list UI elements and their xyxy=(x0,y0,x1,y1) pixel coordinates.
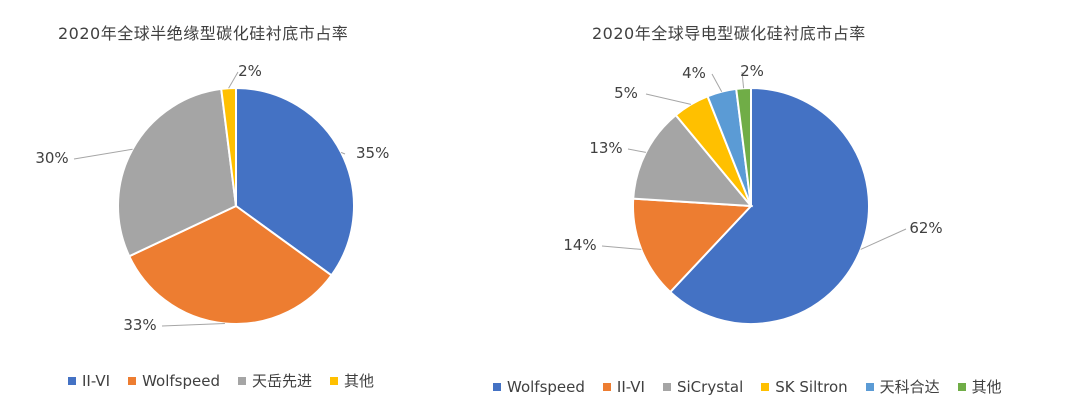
leader-line xyxy=(711,73,723,92)
leader-line xyxy=(741,71,745,89)
data-label: 30% xyxy=(35,149,68,167)
legend-label: SK Siltron xyxy=(775,377,848,396)
legend-item: II-VI xyxy=(68,372,110,390)
data-label: 13% xyxy=(589,139,622,157)
legend-swatch xyxy=(957,382,966,391)
legend-item: 天岳先进 xyxy=(237,370,312,391)
pie-slice xyxy=(220,86,237,207)
leader-line xyxy=(860,228,907,250)
legend-item: SiCrystal xyxy=(662,377,744,396)
legend-swatch xyxy=(68,376,76,385)
pie-slice xyxy=(235,86,355,277)
legend-label: SiCrystal xyxy=(676,377,744,396)
legend-label: Wolfspeed xyxy=(507,377,585,396)
legend-swatch xyxy=(602,382,611,391)
legend-label: 天岳先进 xyxy=(251,372,312,390)
data-label: 33% xyxy=(123,316,156,334)
leader-line xyxy=(601,245,642,250)
pie-slice xyxy=(632,197,754,294)
data-label: 2% xyxy=(238,62,262,80)
legend-label: 其他 xyxy=(971,378,1002,396)
legend-swatch xyxy=(662,382,671,391)
legend-conductive: Wolfspeed II-VI SiCrystal SK Siltron 天科合达 其他 xyxy=(493,376,1020,397)
legend-swatch xyxy=(128,376,137,385)
legend-label: 天科合达 xyxy=(879,378,940,396)
pie-chart-semi-insulating: 35% 33% 30% 2% xyxy=(35,62,389,334)
legend-semi-insulating: II-VI Wolfspeed 天岳先进 其他 xyxy=(68,370,392,391)
legend-item: Wolfspeed xyxy=(128,372,220,390)
legend-item: 其他 xyxy=(330,370,374,391)
legend-swatch xyxy=(761,382,770,391)
legend-item: 天科合达 xyxy=(865,376,940,397)
legend-swatch xyxy=(493,382,501,391)
leader-line xyxy=(161,323,225,327)
legend-label: Wolfspeed xyxy=(142,371,220,390)
legend-item: II-VI xyxy=(602,377,645,396)
legend-label: II-VI xyxy=(616,377,645,396)
data-label: 14% xyxy=(563,236,596,254)
legend-swatch xyxy=(865,382,874,391)
leader-line xyxy=(340,151,346,155)
pie-slice xyxy=(632,113,754,208)
legend-label: II-VI xyxy=(82,371,111,390)
legend-item: Wolfspeed xyxy=(493,378,585,396)
pie-slice xyxy=(117,87,238,258)
leader-line xyxy=(627,148,646,153)
leader-line xyxy=(645,93,692,105)
data-label: 62% xyxy=(909,219,942,237)
chart-title-semi-insulating: 2020年全球半绝缘型碳化硅衬底市占率 xyxy=(58,24,349,43)
data-label: 4% xyxy=(682,64,706,82)
data-label: 5% xyxy=(614,84,638,102)
chart-title-conductive: 2020年全球导电型碳化硅衬底市占率 xyxy=(592,24,866,43)
legend-swatch xyxy=(330,376,338,385)
legend-item: SK Siltron xyxy=(761,377,848,396)
legend-swatch xyxy=(237,376,246,385)
leader-line xyxy=(228,71,239,89)
pie-slice xyxy=(668,86,870,325)
pie-slice xyxy=(674,94,752,207)
legend-item: 其他 xyxy=(957,376,1002,397)
data-label: 2% xyxy=(740,62,764,80)
legend-label: 其他 xyxy=(344,372,375,390)
data-label: 35% xyxy=(356,144,389,162)
leader-line xyxy=(73,148,133,160)
pie-slice xyxy=(706,87,752,207)
pie-slice xyxy=(735,86,752,207)
